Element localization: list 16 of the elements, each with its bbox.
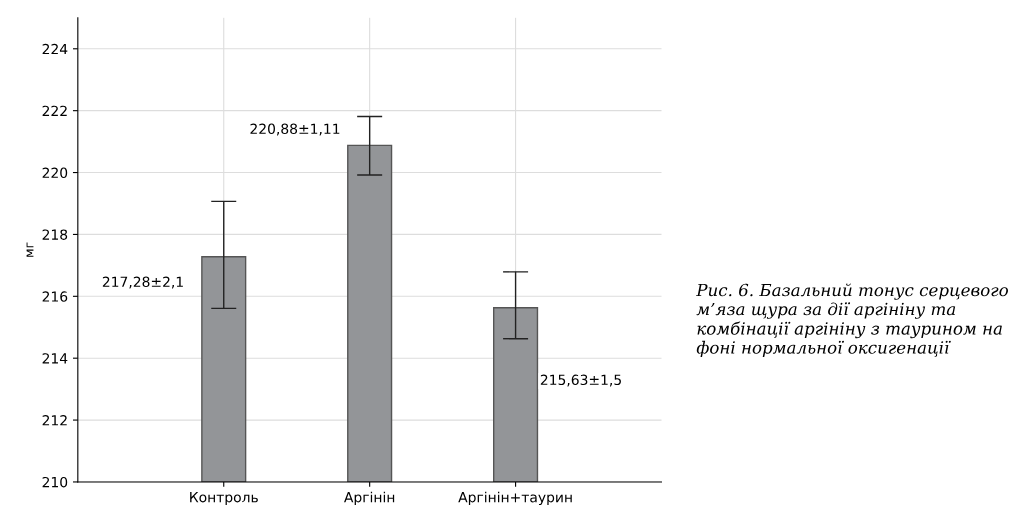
annotation: 217,28±2,1 (102, 276, 183, 289)
text: Рис. 6. Базальний тонус серцевого м’яза щура за дії аргініну та комбінації аргініну з таурином на фоні нормальної оксигенації (696, 283, 1008, 357)
y-tick-label: 222 (42, 105, 67, 116)
annotation: 220,88±1,11 (250, 123, 340, 136)
x-tick-label: Контроль (190, 492, 258, 506)
y-tick-label: 224 (42, 43, 68, 55)
y-tick-label: 210 (42, 476, 68, 488)
y-tick-label: 220 (42, 167, 68, 179)
y-tick-label: 212 (42, 415, 67, 426)
x-tick-label: Аргінін+таурин (458, 491, 572, 506)
y-tick-label: 218 (42, 229, 68, 240)
y-tick-label: 216 (42, 291, 68, 302)
y-axis-title: мг (26, 242, 34, 257)
annotation: 215,63±1,5 (540, 374, 621, 387)
y-tick-label: 214 (42, 353, 68, 364)
x-tick-label: Аргінін (344, 491, 395, 506)
